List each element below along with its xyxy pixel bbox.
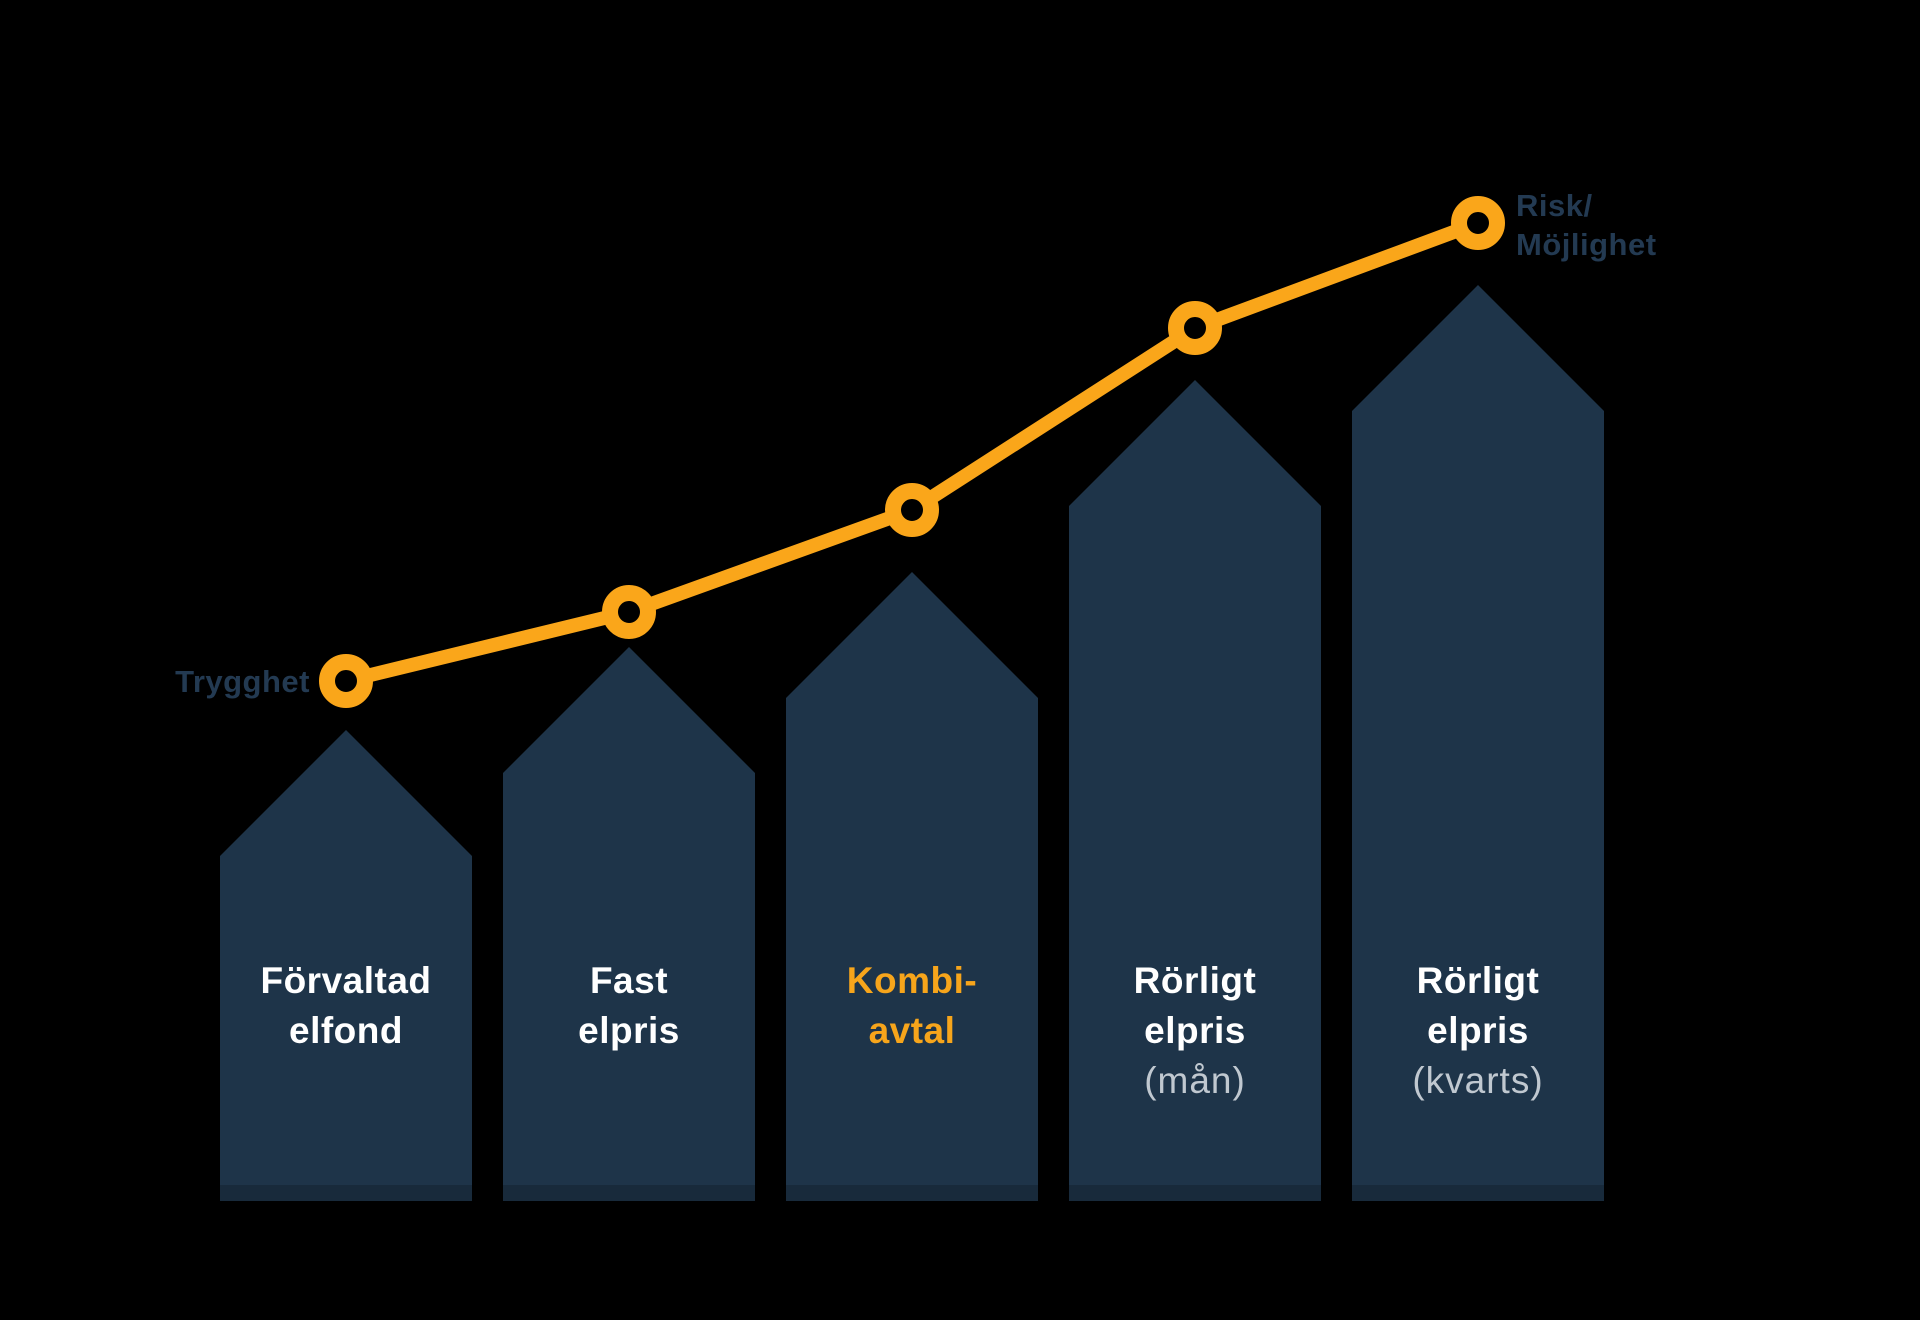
bar-label-line: Förvaltad bbox=[260, 960, 432, 1001]
bar-label-rorligt-elpris-man: Rörligt elpris (mån) bbox=[1055, 956, 1335, 1106]
annotation-risk-line2: Möjlighet bbox=[1516, 227, 1657, 262]
bar-label-fast-elpris: Fast elpris bbox=[489, 956, 769, 1056]
bar-label-kombi-avtal: Kombi-avtal bbox=[772, 956, 1052, 1056]
bar-bottom-shade-forvaltad-elfond bbox=[220, 1185, 472, 1201]
bar-label-line: avtal bbox=[868, 1010, 956, 1051]
bar-label-line: elpris bbox=[578, 1010, 680, 1051]
bar-label-line: elpris bbox=[1427, 1010, 1529, 1051]
bar-shape-forvaltad-elfond bbox=[220, 730, 472, 1201]
bar-label-forvaltad-elfond: Förvaltad elfond bbox=[206, 956, 486, 1056]
annotation-trygghet: Trygghet bbox=[175, 664, 310, 699]
line-marker-rorligt-elpris-kvarts bbox=[1451, 196, 1505, 250]
bar-bottom-shade-rorligt-elpris-kvarts bbox=[1352, 1185, 1604, 1201]
bar-bottom-shade-rorligt-elpris-man bbox=[1069, 1185, 1321, 1201]
bar-label-line: elfond bbox=[289, 1010, 403, 1051]
bar-label-line: Fast bbox=[589, 960, 669, 1001]
bar-label-line: Rörligt bbox=[1133, 960, 1257, 1001]
bar-label-subline: (mån) bbox=[1144, 1060, 1246, 1101]
bar-label-line: Rörligt bbox=[1416, 960, 1540, 1001]
line-marker-forvaltad-elfond bbox=[319, 654, 373, 708]
bar-shape-rorligt-elpris-kvarts bbox=[1352, 285, 1604, 1201]
bar-label-subline: (kvarts) bbox=[1412, 1060, 1544, 1101]
bar-shape-rorligt-elpris-man bbox=[1069, 380, 1321, 1201]
annotation-risk-mojlighet: Risk/ Möjlighet bbox=[1516, 186, 1657, 264]
annotation-risk-line1: Risk/ bbox=[1516, 188, 1593, 223]
line-marker-kombi-avtal bbox=[885, 483, 939, 537]
bar-shape-kombi-avtal bbox=[786, 572, 1038, 1201]
bar-label-line: elpris bbox=[1144, 1010, 1246, 1051]
bar-bottom-shade-kombi-avtal bbox=[786, 1185, 1038, 1201]
bar-bottom-shade-fast-elpris bbox=[503, 1185, 755, 1201]
line-marker-rorligt-elpris-man bbox=[1168, 301, 1222, 355]
line-marker-fast-elpris bbox=[602, 585, 656, 639]
bar-shape-fast-elpris bbox=[503, 647, 755, 1201]
bar-label-rorligt-elpris-kvarts: Rörligt elpris (kvarts) bbox=[1338, 956, 1618, 1106]
bar-label-line: Kombi- bbox=[846, 960, 978, 1001]
